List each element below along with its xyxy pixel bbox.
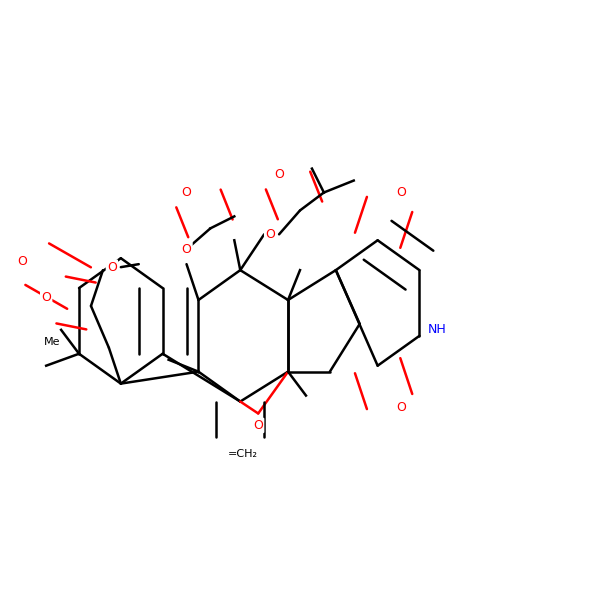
Text: O: O xyxy=(41,290,51,304)
Text: O: O xyxy=(17,254,27,268)
Text: O: O xyxy=(274,168,284,181)
Text: O: O xyxy=(253,419,263,432)
Text: O: O xyxy=(182,243,191,256)
Text: O: O xyxy=(182,186,191,199)
Text: O: O xyxy=(397,401,406,414)
Text: O: O xyxy=(265,228,275,241)
Text: O: O xyxy=(107,260,117,274)
Text: O: O xyxy=(397,186,406,199)
Text: NH: NH xyxy=(428,323,447,337)
Text: Me: Me xyxy=(44,337,61,347)
Text: =CH₂: =CH₂ xyxy=(228,449,258,460)
